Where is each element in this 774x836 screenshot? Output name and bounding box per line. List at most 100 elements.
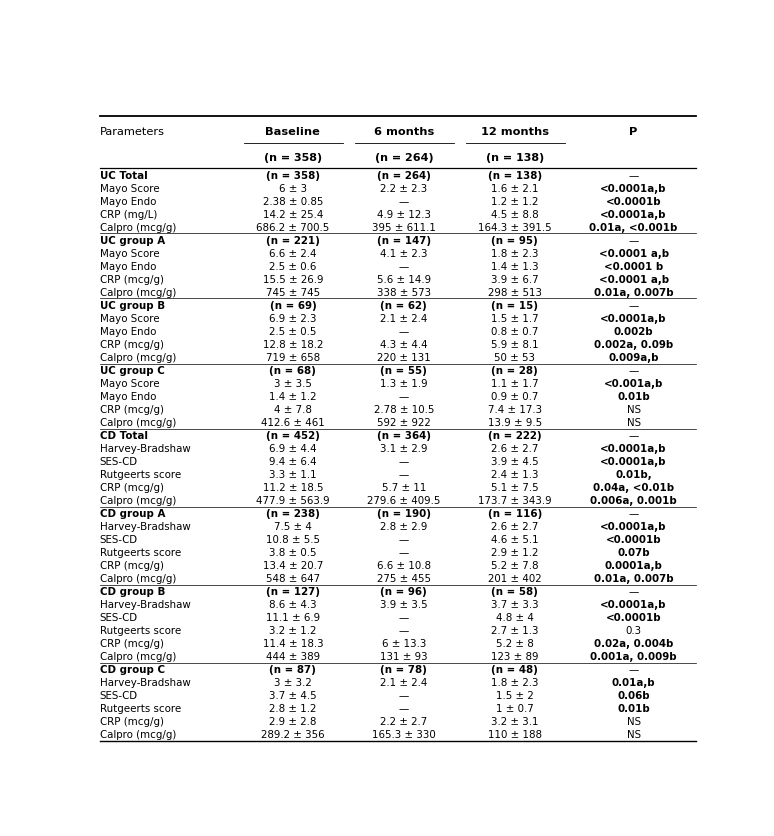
Text: CRP (mcg/g): CRP (mcg/g): [100, 275, 164, 284]
Text: 0.006a, 0.001b: 0.006a, 0.001b: [591, 496, 677, 506]
Text: 6.9 ± 2.3: 6.9 ± 2.3: [269, 314, 317, 324]
Text: NS: NS: [627, 716, 641, 726]
Text: 5.9 ± 8.1: 5.9 ± 8.1: [491, 339, 539, 349]
Text: —: —: [628, 365, 639, 375]
Text: 11.2 ± 18.5: 11.2 ± 18.5: [262, 482, 324, 492]
Text: CRP (mcg/g): CRP (mcg/g): [100, 639, 164, 649]
Text: SES-CD: SES-CD: [100, 534, 138, 544]
Text: 0.01a,b: 0.01a,b: [611, 677, 656, 687]
Text: 3.2 ± 3.1: 3.2 ± 3.1: [491, 716, 539, 726]
Text: 0.01a, 0.007b: 0.01a, 0.007b: [594, 573, 673, 584]
Text: Mayo Score: Mayo Score: [100, 379, 159, 389]
Text: 0.002a, 0.09b: 0.002a, 0.09b: [594, 339, 673, 349]
Text: <0.0001a,b: <0.0001a,b: [601, 184, 667, 194]
Text: 3 ± 3.2: 3 ± 3.2: [274, 677, 312, 687]
Text: 6.6 ± 2.4: 6.6 ± 2.4: [269, 248, 317, 258]
Text: 2.78 ± 10.5: 2.78 ± 10.5: [374, 405, 434, 415]
Text: 0.07b: 0.07b: [618, 548, 650, 558]
Text: 2.8 ± 2.9: 2.8 ± 2.9: [380, 522, 427, 532]
Text: CD Total: CD Total: [100, 431, 148, 441]
Text: CD group A: CD group A: [100, 508, 165, 518]
Text: (n = 364): (n = 364): [377, 431, 431, 441]
Text: CRP (mcg/g): CRP (mcg/g): [100, 339, 164, 349]
Text: Rutgeerts score: Rutgeerts score: [100, 548, 181, 558]
Text: —: —: [399, 548, 409, 558]
Text: 3.9 ± 3.5: 3.9 ± 3.5: [380, 599, 428, 609]
Text: CRP (mcg/g): CRP (mcg/g): [100, 482, 164, 492]
Text: 0.8 ± 0.7: 0.8 ± 0.7: [491, 327, 539, 337]
Text: 3.9 ± 4.5: 3.9 ± 4.5: [491, 456, 539, 466]
Text: 4 ± 7.8: 4 ± 7.8: [274, 405, 312, 415]
Text: Baseline: Baseline: [265, 127, 320, 137]
Text: 279.6 ± 409.5: 279.6 ± 409.5: [367, 496, 440, 506]
Text: 0.01b: 0.01b: [617, 391, 650, 401]
Text: <0.0001a,b: <0.0001a,b: [601, 444, 667, 453]
Text: 289.2 ± 356: 289.2 ± 356: [261, 729, 325, 739]
Text: 1 ± 0.7: 1 ± 0.7: [496, 703, 534, 713]
Text: Mayo Endo: Mayo Endo: [100, 196, 156, 206]
Text: 444 ± 389: 444 ± 389: [265, 651, 320, 661]
Text: 164.3 ± 391.5: 164.3 ± 391.5: [478, 222, 552, 232]
Text: SES-CD: SES-CD: [100, 613, 138, 622]
Text: 4.3 ± 4.4: 4.3 ± 4.4: [380, 339, 428, 349]
Text: 0.06b: 0.06b: [618, 691, 650, 701]
Text: 0.001a, 0.009b: 0.001a, 0.009b: [591, 651, 677, 661]
Text: —: —: [399, 391, 409, 401]
Text: 7.5 ± 4: 7.5 ± 4: [274, 522, 312, 532]
Text: UC group A: UC group A: [100, 236, 165, 246]
Text: <0.0001a,b: <0.0001a,b: [601, 522, 667, 532]
Text: 4.5 ± 8.8: 4.5 ± 8.8: [491, 210, 539, 220]
Text: —: —: [399, 456, 409, 466]
Text: CRP (mcg/g): CRP (mcg/g): [100, 560, 164, 570]
Text: 2.38 ± 0.85: 2.38 ± 0.85: [262, 196, 323, 206]
Text: 1.2 ± 1.2: 1.2 ± 1.2: [491, 196, 539, 206]
Text: 131 ± 93: 131 ± 93: [380, 651, 428, 661]
Text: 9.4 ± 6.4: 9.4 ± 6.4: [269, 456, 317, 466]
Text: (n = 48): (n = 48): [491, 665, 538, 675]
Text: 2.6 ± 2.7: 2.6 ± 2.7: [491, 444, 539, 453]
Text: Rutgeerts score: Rutgeerts score: [100, 625, 181, 635]
Text: Harvey-Bradshaw: Harvey-Bradshaw: [100, 677, 190, 687]
Text: Calpro (mcg/g): Calpro (mcg/g): [100, 222, 176, 232]
Text: 3.8 ± 0.5: 3.8 ± 0.5: [269, 548, 317, 558]
Text: NS: NS: [627, 405, 641, 415]
Text: Calpro (mcg/g): Calpro (mcg/g): [100, 417, 176, 427]
Text: CRP (mcg/g): CRP (mcg/g): [100, 716, 164, 726]
Text: —: —: [628, 171, 639, 181]
Text: 0.01b: 0.01b: [617, 703, 650, 713]
Text: 0.01b,: 0.01b,: [615, 470, 652, 480]
Text: <0.0001a,b: <0.0001a,b: [601, 210, 667, 220]
Text: 5.7 ± 11: 5.7 ± 11: [382, 482, 426, 492]
Text: 3.1 ± 2.9: 3.1 ± 2.9: [380, 444, 427, 453]
Text: 338 ± 573: 338 ± 573: [377, 288, 431, 298]
Text: 4.9 ± 12.3: 4.9 ± 12.3: [377, 210, 431, 220]
Text: 0.04a, <0.01b: 0.04a, <0.01b: [593, 482, 674, 492]
Text: 2.2 ± 2.3: 2.2 ± 2.3: [380, 184, 427, 194]
Text: 5.2 ± 8: 5.2 ± 8: [496, 639, 534, 649]
Text: —: —: [399, 470, 409, 480]
Text: —: —: [399, 625, 409, 635]
Text: 1.8 ± 2.3: 1.8 ± 2.3: [491, 677, 539, 687]
Text: (n = 69): (n = 69): [269, 301, 317, 311]
Text: —: —: [628, 586, 639, 596]
Text: 2.1 ± 2.4: 2.1 ± 2.4: [380, 314, 427, 324]
Text: 12 months: 12 months: [481, 127, 549, 137]
Text: 6 ± 3: 6 ± 3: [279, 184, 307, 194]
Text: <0.0001 a,b: <0.0001 a,b: [598, 248, 669, 258]
Text: 3.3 ± 1.1: 3.3 ± 1.1: [269, 470, 317, 480]
Text: Calpro (mcg/g): Calpro (mcg/g): [100, 496, 176, 506]
Text: 686.2 ± 700.5: 686.2 ± 700.5: [256, 222, 330, 232]
Text: Harvey-Bradshaw: Harvey-Bradshaw: [100, 444, 190, 453]
Text: SES-CD: SES-CD: [100, 691, 138, 701]
Text: (n = 58): (n = 58): [491, 586, 538, 596]
Text: (n = 221): (n = 221): [266, 236, 320, 246]
Text: 50 ± 53: 50 ± 53: [495, 353, 536, 363]
Text: 220 ± 131: 220 ± 131: [377, 353, 431, 363]
Text: NS: NS: [627, 729, 641, 739]
Text: 3.9 ± 6.7: 3.9 ± 6.7: [491, 275, 539, 284]
Text: 1.5 ± 1.7: 1.5 ± 1.7: [491, 314, 539, 324]
Text: (n = 138): (n = 138): [488, 171, 542, 181]
Text: 5.1 ± 7.5: 5.1 ± 7.5: [491, 482, 539, 492]
Text: Rutgeerts score: Rutgeerts score: [100, 703, 181, 713]
Text: 2.2 ± 2.7: 2.2 ± 2.7: [380, 716, 427, 726]
